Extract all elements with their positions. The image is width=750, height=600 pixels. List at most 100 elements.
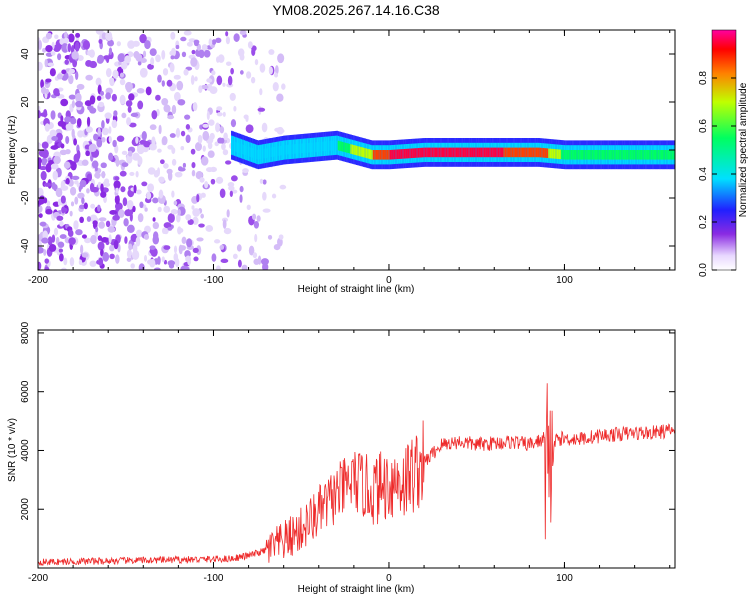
ridge-cell [273,147,275,157]
heatmap-cell [38,61,43,71]
heatmap-cell [216,75,223,86]
heatmap-cell [112,214,120,221]
heatmap-cell [107,226,116,233]
heatmap-cell [60,98,69,107]
heatmap-cell [105,31,113,42]
ridge-cell [558,149,560,160]
heatmap-cell [147,167,156,175]
heatmap-cell [65,177,70,185]
heatmap-cell [147,183,155,192]
heatmap-cell [104,112,112,119]
ridge-cell [281,145,284,156]
heatmap-cell [254,233,258,243]
ridge-cell [539,147,542,158]
heatmap-cell [173,245,178,254]
ridge-cell [516,147,518,158]
ridge-cell [479,147,482,158]
heatmap-cell [163,205,171,213]
ridge-cell [649,150,651,160]
heatmap-cell [112,69,119,79]
heatmap-cell [237,259,242,268]
heatmap-cell [98,221,105,229]
ridge-cell [586,150,588,160]
ridge-cell [610,150,612,160]
heatmap-cell [47,236,53,246]
snr-series-line [38,383,675,566]
ridge-cell [462,147,465,158]
heatmap-cell [213,239,221,244]
ridge-cell [643,150,646,160]
heatmap-cell [131,249,140,260]
ridge-cell [323,141,326,152]
heatmap-cell [252,252,258,259]
heatmap-cell [137,213,144,223]
ridge-cell [587,150,590,160]
ridge-cell [639,150,642,160]
colorbar-ticks: 0.0 0.2 0.4 0.6 0.8 [698,71,736,277]
ridge-cell [297,143,299,154]
heatmap-cell [114,194,120,205]
heatmap-cell [116,41,121,47]
heatmap-cell [176,80,184,91]
heatmap-cell [250,76,256,84]
heatmap-cell [261,122,268,133]
ridge-cell [424,147,427,158]
heatmap-cell [125,100,133,107]
heatmap-cell [194,76,198,82]
ridge-cell [304,143,306,153]
ridge-cell [427,147,430,158]
ridge-cell [435,147,438,158]
heatmap-cell [92,220,98,226]
ridge-cell [386,150,389,160]
ridge-cell [231,140,233,150]
heatmap-cell [54,34,59,39]
heatmap-cell [160,159,165,165]
heatmap-cell [256,215,261,222]
ridge-cell [583,150,585,160]
ridge-cell [322,141,324,152]
ridge-cell [662,150,664,160]
ridge-cell [400,149,403,159]
heatmap-cell [229,190,233,198]
ridge-cell [635,150,637,160]
heatmap-cell [150,57,155,66]
heatmap-cell [41,86,47,95]
heatmap-cell [130,112,139,118]
heatmap-cell [242,168,249,174]
ridge-cell [426,147,428,158]
heatmap-cell [158,189,164,199]
heatmap-cell [149,124,157,131]
heatmap-cell [111,119,118,129]
ridge-cell [347,143,350,154]
heatmap-cell [64,116,72,123]
y-tick-label: 2000 [20,498,31,521]
ridge-cell [346,143,348,153]
ridge-cell [379,150,382,160]
heatmap-cell [155,94,161,101]
heatmap-cell [230,175,238,182]
ridge-cell [278,146,281,156]
ridge-cell [605,150,608,160]
heatmap-cell [81,252,89,258]
heatmap-cell [208,38,213,46]
heatmap-cell [81,234,87,239]
heatmap-cell [85,150,90,157]
ridge-cell [280,145,282,156]
ridge-cell [492,147,494,158]
heatmap-cell [183,69,189,76]
ridge-cell [598,150,601,160]
heatmap-cell [117,209,125,218]
ridge-cell [430,147,432,158]
ridge-cell [266,148,268,158]
heatmap-cell [129,122,137,128]
heatmap-cell [196,193,200,203]
heatmap-cell [56,215,64,221]
heatmap-cell [80,244,84,255]
heatmap-cell [68,237,76,245]
y-tick-label: 8000 [20,321,31,344]
ridge-cell [312,142,315,153]
ridge-cell [330,140,333,151]
heatmap-cell [41,141,49,149]
heatmap-cell [223,227,232,235]
heatmap-cell [68,68,76,74]
